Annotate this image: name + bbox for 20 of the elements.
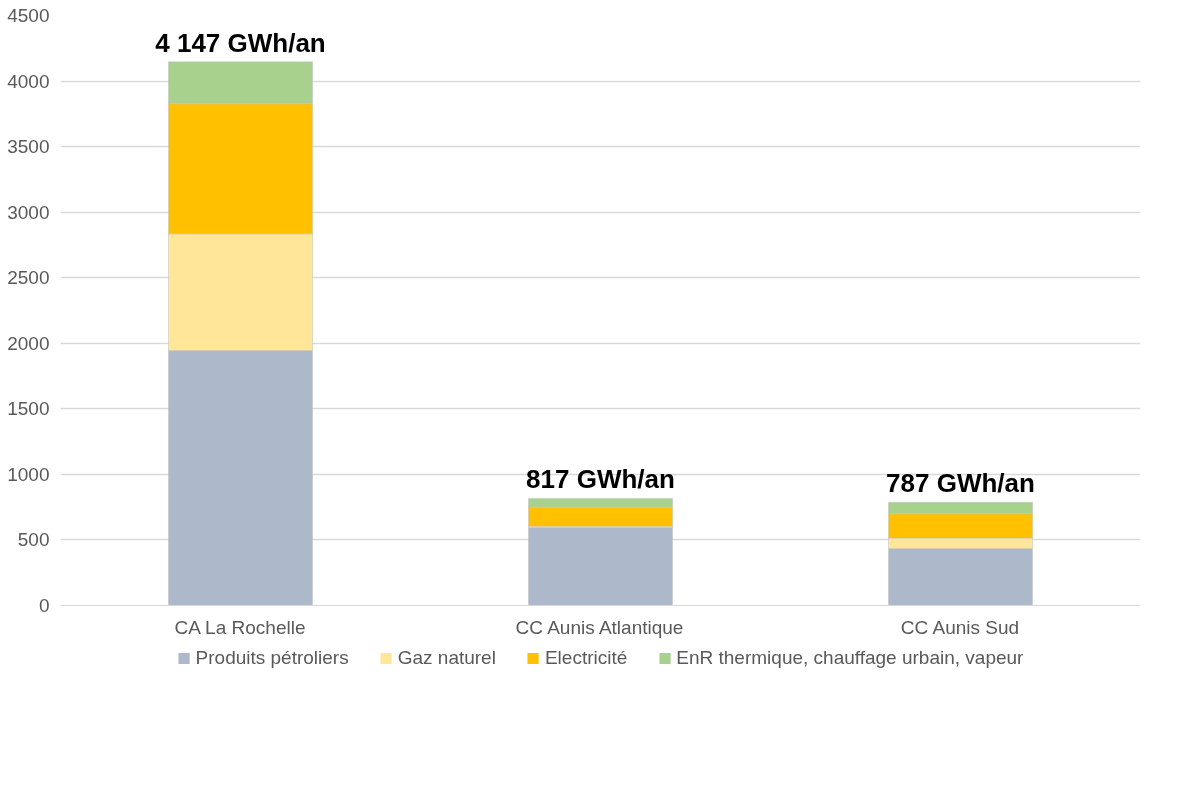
legend-label: Electricité <box>544 647 628 669</box>
y-tick-label: 4000 <box>7 70 50 92</box>
y-tick-label: 2000 <box>7 332 50 354</box>
y-tick-label: 2500 <box>7 267 50 289</box>
y-tick-label: 3500 <box>7 136 50 158</box>
x-tick-label: CC Aunis Atlantique <box>515 616 684 638</box>
total-label: 787 GWh/an <box>886 468 1035 499</box>
y-tick-label: 0 <box>38 595 50 616</box>
total-label: 4 147 GWh/an <box>155 27 326 58</box>
y-tick-label: 3000 <box>7 201 50 223</box>
y-tick-label: 1000 <box>7 463 50 485</box>
total-label: 817 GWh/an <box>526 464 675 495</box>
legend-label: Produits pétroliers <box>195 647 349 669</box>
y-tick-label: 4500 <box>7 5 50 26</box>
y-tick-label: 1500 <box>7 398 50 420</box>
y-tick-label: 500 <box>17 529 50 551</box>
x-tick-label: CA La Rochelle <box>174 616 306 638</box>
x-tick-label: CC Aunis Sud <box>900 616 1020 638</box>
legend-label: EnR thermique, chauffage urbain, vapeur <box>676 647 1024 669</box>
legend-label: Gaz naturel <box>397 647 496 669</box>
